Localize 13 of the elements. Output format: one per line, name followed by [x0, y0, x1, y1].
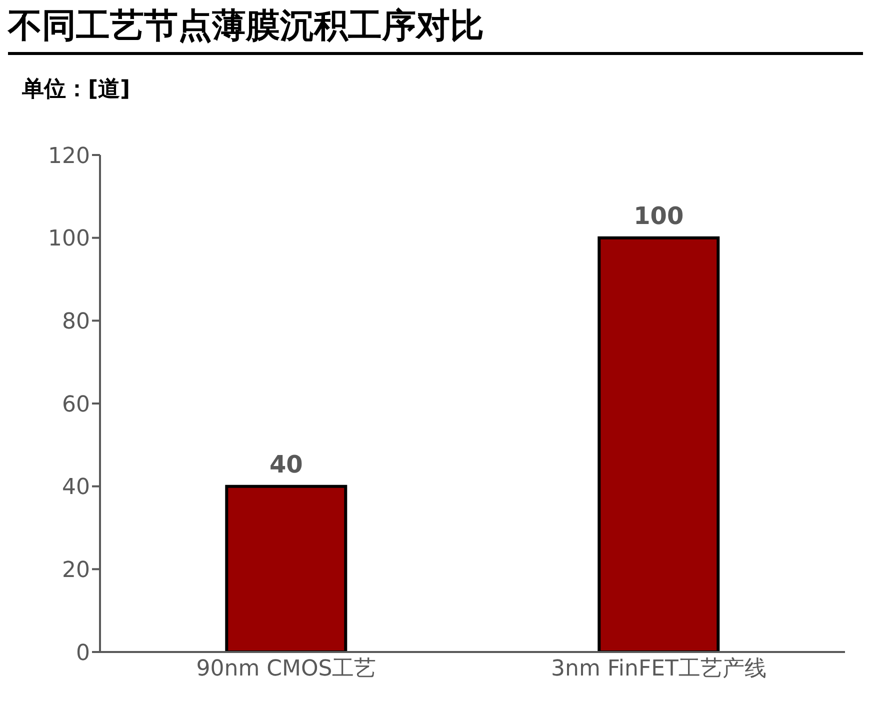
chart-title: 不同工艺节点薄膜沉积工序对比: [8, 0, 863, 55]
y-tick-label: 20: [62, 558, 90, 583]
x-tick-label: 90nm CMOS工艺: [196, 656, 376, 682]
y-tick-label: 100: [48, 226, 90, 252]
x-tick-label: 3nm FinFET工艺产线: [551, 656, 766, 682]
data-label: 100: [634, 202, 684, 230]
chart-subtitle: 单位：[道]: [22, 76, 130, 104]
data-label: 40: [269, 450, 303, 478]
y-tick-label: 60: [62, 392, 90, 418]
y-tick-label: 80: [62, 309, 90, 334]
y-tick-label: 40: [62, 475, 90, 500]
y-tick-label: 0: [76, 640, 90, 666]
y-tick-label: 120: [48, 144, 90, 169]
